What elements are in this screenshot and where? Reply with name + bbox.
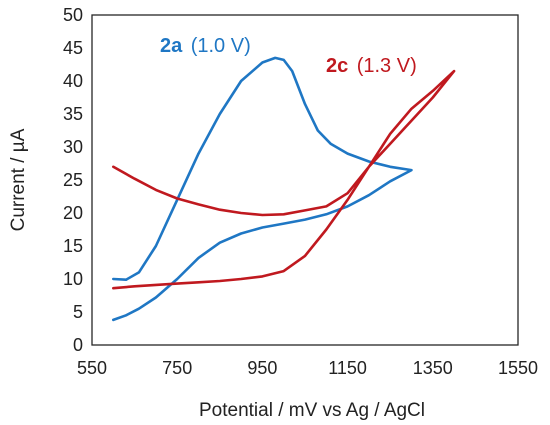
x-axis-title: Potential / mV vs Ag / AgCl (199, 400, 425, 421)
y-tick-label: 25 (63, 170, 83, 190)
annotation-2c-compound: 2c (326, 55, 348, 77)
series-layer (112, 56, 456, 322)
y-tick-label: 20 (63, 203, 83, 223)
x-axis-ticks: 550 750 950 1150 1350 1550 (77, 358, 538, 378)
annotation-2a: 2a (1.0 V) (160, 35, 251, 57)
y-axis-title: Current / µA (8, 128, 29, 231)
x-tick-label: 1150 (328, 358, 367, 378)
y-tick-label: 45 (63, 38, 83, 58)
x-tick-label: 1350 (413, 358, 453, 378)
annotation-2c: 2c (1.3 V) (326, 55, 417, 77)
y-tick-label: 40 (63, 71, 83, 91)
series-line-0 (112, 56, 413, 322)
y-tick-label: 0 (73, 335, 83, 355)
y-tick-label: 35 (63, 104, 83, 124)
y-tick-label: 5 (73, 302, 83, 322)
x-tick-label: 950 (247, 358, 277, 378)
plot-border (91, 14, 519, 346)
series-line-1 (112, 69, 456, 290)
plot-frame (91, 14, 519, 346)
x-tick-label: 1550 (498, 358, 538, 378)
y-tick-label: 10 (63, 269, 83, 289)
y-tick-label: 30 (63, 137, 83, 157)
y-tick-label: 15 (63, 236, 83, 256)
x-tick-label: 550 (77, 358, 107, 378)
annotation-2a-potential: (1.0 V) (191, 35, 251, 57)
y-tick-label: 50 (63, 5, 83, 25)
y-axis-ticks: 0 5 10 15 20 25 30 35 40 45 50 (63, 5, 83, 355)
annotation-2c-potential: (1.3 V) (357, 55, 417, 77)
x-tick-label: 750 (162, 358, 192, 378)
annotation-2a-compound: 2a (160, 35, 183, 57)
